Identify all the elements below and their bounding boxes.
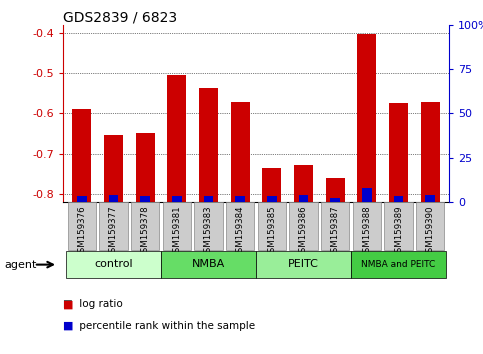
Bar: [326, 178, 345, 202]
FancyBboxPatch shape: [321, 202, 349, 250]
Text: GSM159384: GSM159384: [236, 206, 245, 258]
Text: GDS2839 / 6823: GDS2839 / 6823: [63, 11, 177, 25]
Text: GSM159381: GSM159381: [172, 206, 181, 258]
Bar: [199, 88, 218, 202]
Bar: [294, 165, 313, 202]
Text: agent: agent: [5, 259, 37, 270]
Text: PEITC: PEITC: [288, 259, 319, 269]
FancyBboxPatch shape: [194, 202, 223, 250]
Bar: [204, 196, 213, 202]
Text: GSM159390: GSM159390: [426, 206, 435, 258]
Bar: [299, 195, 308, 202]
Text: GSM159383: GSM159383: [204, 206, 213, 258]
Bar: [104, 136, 123, 202]
Text: GSM159387: GSM159387: [331, 206, 340, 258]
FancyBboxPatch shape: [99, 202, 128, 250]
FancyBboxPatch shape: [163, 202, 191, 250]
FancyBboxPatch shape: [257, 202, 286, 250]
Bar: [267, 196, 277, 202]
Text: GSM159389: GSM159389: [394, 206, 403, 258]
Text: control: control: [94, 259, 133, 269]
Bar: [172, 196, 182, 202]
Text: ■: ■: [63, 299, 73, 309]
Bar: [167, 75, 186, 202]
Bar: [109, 195, 118, 202]
FancyBboxPatch shape: [289, 202, 318, 250]
Bar: [426, 195, 435, 202]
FancyBboxPatch shape: [384, 202, 413, 250]
Bar: [394, 196, 403, 202]
Text: GSM159376: GSM159376: [77, 206, 86, 258]
Text: GSM159385: GSM159385: [267, 206, 276, 258]
Text: ■: ■: [63, 321, 73, 331]
Text: GSM159378: GSM159378: [141, 206, 150, 258]
FancyBboxPatch shape: [68, 202, 96, 250]
Text: NMBA and PEITC: NMBA and PEITC: [361, 259, 436, 269]
Bar: [72, 109, 91, 202]
FancyBboxPatch shape: [416, 202, 444, 250]
Bar: [357, 34, 376, 202]
FancyBboxPatch shape: [226, 202, 255, 250]
Bar: [141, 196, 150, 202]
Bar: [235, 196, 245, 202]
Bar: [421, 102, 440, 202]
Bar: [262, 167, 281, 202]
Text: ■  log ratio: ■ log ratio: [63, 299, 123, 309]
FancyBboxPatch shape: [66, 251, 161, 278]
FancyBboxPatch shape: [161, 251, 256, 278]
Text: GSM159388: GSM159388: [362, 206, 371, 258]
Text: ■  percentile rank within the sample: ■ percentile rank within the sample: [63, 321, 255, 331]
Bar: [77, 196, 86, 202]
Text: GSM159386: GSM159386: [299, 206, 308, 258]
Text: NMBA: NMBA: [192, 259, 225, 269]
FancyBboxPatch shape: [353, 202, 381, 250]
Bar: [389, 103, 408, 202]
Bar: [231, 102, 250, 202]
FancyBboxPatch shape: [131, 202, 159, 250]
Text: GSM159377: GSM159377: [109, 206, 118, 258]
FancyBboxPatch shape: [256, 251, 351, 278]
Bar: [330, 198, 340, 202]
FancyBboxPatch shape: [351, 251, 446, 278]
Bar: [362, 188, 371, 202]
Bar: [136, 133, 155, 202]
